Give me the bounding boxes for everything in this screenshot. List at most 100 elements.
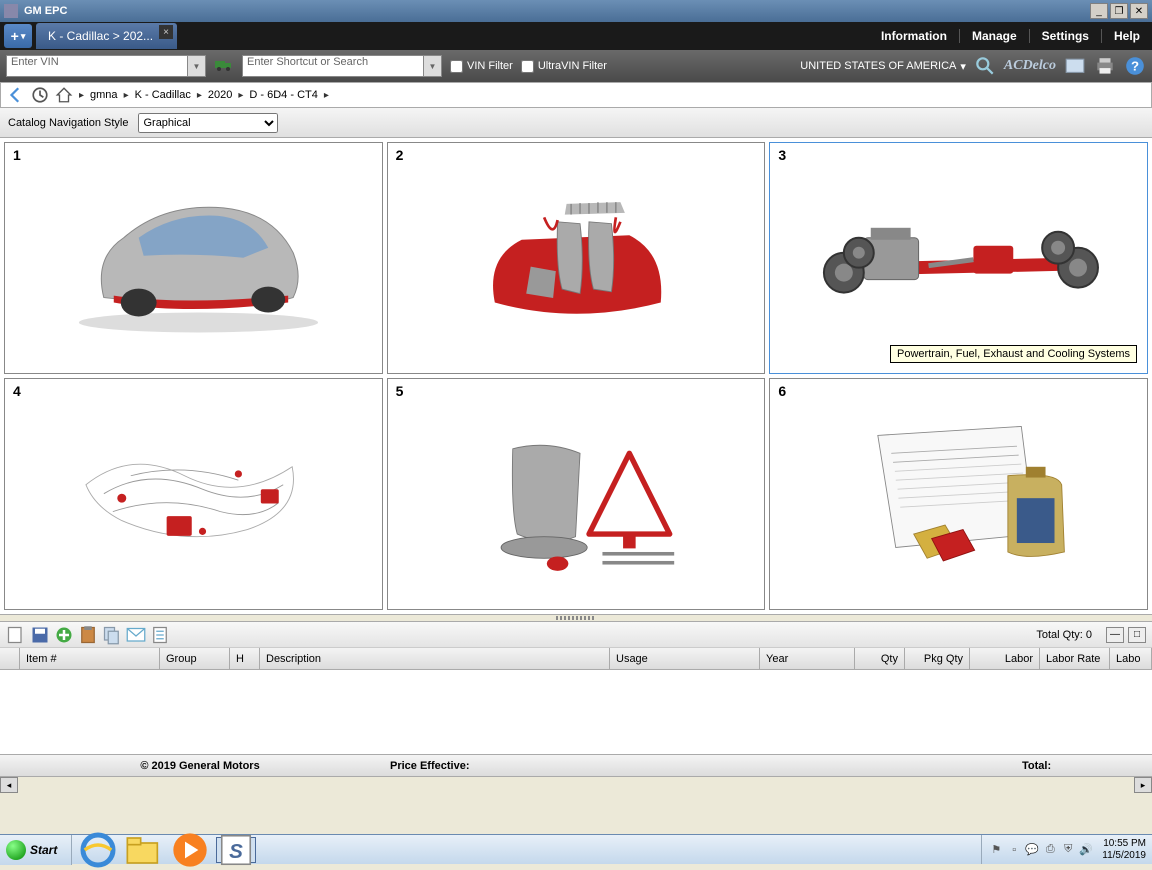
tab-close-button[interactable]: × [159, 25, 173, 39]
save-icon[interactable] [30, 625, 50, 645]
help-icon[interactable]: ? [1124, 56, 1146, 76]
copy-icon[interactable] [102, 625, 122, 645]
card-3-tooltip: Powertrain, Fuel, Exhaust and Cooling Sy… [890, 345, 1137, 363]
taskbar-explorer[interactable] [124, 837, 164, 863]
home-button[interactable] [55, 86, 73, 104]
header-desc[interactable]: Description [260, 648, 610, 669]
tab-cadillac[interactable]: K - Cadillac > 202... × [36, 23, 177, 49]
system-tray: ⚑ ▫ 💬 ⎙ ⛨ 🔊 10:55 PM 11/5/2019 [981, 835, 1152, 864]
catalog-card-3[interactable]: 3 Powertrain, Fuel, Exhaust and Cooling … [769, 142, 1148, 374]
header-pkgqty[interactable]: Pkg Qty [905, 648, 970, 669]
truck-icon[interactable] [214, 57, 234, 75]
breadcrumb-gmna[interactable]: gmna [90, 89, 118, 101]
close-button[interactable]: ✕ [1130, 3, 1148, 19]
vin-dropdown-button[interactable]: ▼ [187, 56, 205, 76]
breadcrumb-year[interactable]: 2020 [208, 89, 232, 101]
windows-taskbar: Start S ⚑ ▫ 💬 ⎙ ⛨ 🔊 10:55 PM 11/5/2019 [0, 834, 1152, 864]
titlebar: GM EPC _ ❐ ✕ [0, 0, 1152, 22]
splitter[interactable] [0, 614, 1152, 622]
window-title: GM EPC [24, 5, 1090, 17]
card-number: 5 [396, 383, 404, 399]
scroll-left-button[interactable]: ◂ [0, 777, 18, 793]
card-number: 4 [13, 383, 21, 399]
taskbar-gmepc[interactable]: S [216, 837, 256, 863]
header-laborrate[interactable]: Labor Rate [1040, 648, 1110, 669]
nav-style-select[interactable]: Graphical [138, 113, 278, 133]
wiring-icon [59, 404, 328, 583]
start-button[interactable]: Start [0, 835, 72, 865]
vin-input[interactable]: Enter VIN ▼ [6, 55, 206, 77]
clipboard-icon[interactable] [78, 625, 98, 645]
app-icon [4, 4, 18, 18]
taskbar-ie[interactable] [78, 837, 118, 863]
menu-help[interactable]: Help [1101, 29, 1152, 43]
restore-button[interactable]: ❐ [1110, 3, 1128, 19]
menu-settings[interactable]: Settings [1029, 29, 1101, 43]
header-blank[interactable] [0, 648, 20, 669]
tray-action-icon[interactable]: ▫ [1006, 842, 1022, 858]
h-scrollbar[interactable]: ◂ ▸ [0, 776, 1152, 794]
price-effective-label: Price Effective: [390, 760, 1022, 772]
header-group[interactable]: Group [160, 648, 230, 669]
parts-body [0, 670, 1152, 754]
main-menu: Information Manage Settings Help [869, 29, 1152, 43]
total-qty-label: Total Qty: 0 [1036, 629, 1092, 641]
header-usage[interactable]: Usage [610, 648, 760, 669]
new-icon[interactable] [6, 625, 26, 645]
pane-min-button[interactable]: — [1106, 627, 1124, 643]
news-icon[interactable] [1064, 56, 1086, 76]
svg-text:S: S [229, 839, 243, 862]
tray-balloon-icon[interactable]: 💬 [1024, 842, 1040, 858]
parts-list-panel: Total Qty: 0 — □ Item # Group H Descript… [0, 622, 1152, 794]
card-number: 3 [778, 147, 786, 163]
tray-volume-icon[interactable]: 🔊 [1078, 842, 1094, 858]
header-labor[interactable]: Labor [970, 648, 1040, 669]
breadcrumb-bar: ▸ gmna ▸ K - Cadillac ▸ 2020 ▸ D - 6D4 -… [0, 82, 1152, 108]
header-year[interactable]: Year [760, 648, 855, 669]
mail-icon[interactable] [126, 625, 146, 645]
header-item[interactable]: Item # [20, 648, 160, 669]
back-button[interactable] [7, 86, 25, 104]
catalog-card-2[interactable]: 2 [387, 142, 766, 374]
breadcrumb-model[interactable]: D - 6D4 - CT4 [249, 89, 317, 101]
tray-clock[interactable]: 10:55 PM 11/5/2019 [1096, 838, 1146, 862]
header-labo[interactable]: Labo [1110, 648, 1152, 669]
header-qty[interactable]: Qty [855, 648, 905, 669]
minimize-button[interactable]: _ [1090, 3, 1108, 19]
nav-style-label: Catalog Navigation Style [8, 117, 128, 129]
vin-placeholder: Enter VIN [11, 56, 59, 68]
print-icon[interactable] [1094, 56, 1116, 76]
menu-manage[interactable]: Manage [959, 29, 1029, 43]
search-dropdown-button[interactable]: ▼ [423, 56, 441, 76]
search-input[interactable]: Enter Shortcut or Search ▼ [242, 55, 442, 77]
new-tab-button[interactable]: +▾ [4, 24, 32, 48]
parts-headers: Item # Group H Description Usage Year Qt… [0, 648, 1152, 670]
powertrain-icon [799, 168, 1118, 347]
parts-toolbar: Total Qty: 0 — □ [0, 622, 1152, 648]
fluids-icon [824, 404, 1093, 583]
tray-flag-icon[interactable]: ⚑ [988, 842, 1004, 858]
tray-devices-icon[interactable]: ⎙ [1042, 842, 1058, 858]
add-icon[interactable] [54, 625, 74, 645]
breadcrumb-cadillac[interactable]: K - Cadillac [135, 89, 191, 101]
country-selector[interactable]: UNITED STATES OF AMERICA ▾ [800, 60, 966, 73]
menu-information[interactable]: Information [869, 29, 959, 43]
interior-icon [441, 168, 710, 347]
tray-shield-icon[interactable]: ⛨ [1060, 842, 1076, 858]
pane-max-button[interactable]: □ [1128, 627, 1146, 643]
card-number: 1 [13, 147, 21, 163]
history-button[interactable] [31, 86, 49, 104]
magnify-icon[interactable] [974, 56, 996, 76]
report-icon[interactable] [150, 625, 170, 645]
scroll-right-button[interactable]: ▸ [1134, 777, 1152, 793]
ultravin-filter-checkbox[interactable]: UltraVIN Filter [521, 60, 607, 73]
taskbar-media[interactable] [170, 837, 210, 863]
vin-filter-checkbox[interactable]: VIN Filter [450, 60, 513, 73]
catalog-card-4[interactable]: 4 [4, 378, 383, 610]
header-h[interactable]: H [230, 648, 260, 669]
search-placeholder: Enter Shortcut or Search [247, 56, 368, 68]
catalog-card-1[interactable]: 1 [4, 142, 383, 374]
accessories-icon [441, 404, 710, 583]
catalog-card-6[interactable]: 6 [769, 378, 1148, 610]
catalog-card-5[interactable]: 5 [387, 378, 766, 610]
